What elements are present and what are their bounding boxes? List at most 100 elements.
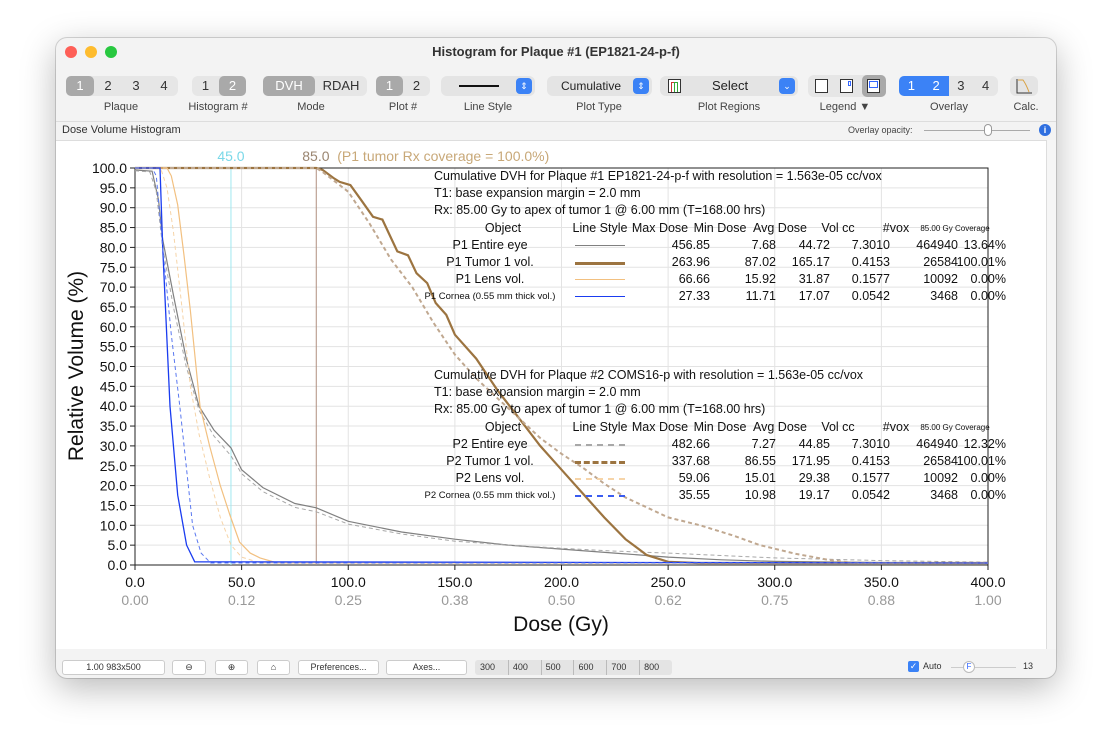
legend-avg-value: 44.72 [798, 238, 830, 252]
overlay-opacity-slider[interactable] [924, 124, 1030, 136]
scrollbar[interactable] [1046, 140, 1056, 649]
size-option-800[interactable]: 800 [639, 660, 672, 675]
line-style-popup[interactable]: ⇕ [441, 76, 535, 96]
size-option-300[interactable]: 300 [480, 662, 496, 672]
legend-object-name: P2 Lens vol. [455, 471, 525, 485]
legend-none-icon[interactable] [815, 79, 828, 93]
info-icon[interactable]: i [1039, 124, 1051, 136]
legend-rx: Rx: 85.00 Gy to apex of tumor 1 @ 6.00 m… [434, 203, 766, 217]
legend-avg-value: 31.87 [798, 272, 830, 286]
plaque-selector[interactable]: 1 2 3 4 [66, 76, 178, 96]
x-tick-label: 50.0 [228, 574, 255, 590]
legend-header: Avg Dose [753, 221, 807, 235]
preferences-button[interactable]: Preferences... [298, 660, 379, 675]
y-tick-label: 35.0 [100, 418, 127, 434]
chevron-down-icon: ⌄ [779, 78, 795, 94]
legend-max-value: 59.06 [678, 471, 710, 485]
histogram-option-2[interactable]: 2 [219, 76, 246, 96]
overlay-option-1[interactable]: 1 [899, 76, 924, 96]
slider-thumb[interactable] [984, 124, 992, 136]
plot-type-label: Plot Type [576, 101, 622, 113]
close-button[interactable] [65, 46, 77, 58]
y-tick-label: 15.0 [100, 497, 127, 513]
histogram-label: Histogram # [188, 101, 248, 113]
zoom-out-button[interactable]: ⊖ [172, 660, 206, 675]
legend-header: Object [484, 420, 522, 434]
legend-header: Min Dose [693, 420, 747, 434]
overlay-opacity-label: Overlay opacity: [848, 125, 913, 135]
legend-inside-icon[interactable] [840, 79, 853, 93]
plaque-option-3[interactable]: 3 [132, 78, 140, 93]
x-secondary-tick-label: 0.12 [228, 592, 255, 608]
plot-option-1[interactable]: 1 [376, 76, 403, 96]
legend-line-style-swatch [575, 262, 625, 265]
zoom-button[interactable] [105, 46, 117, 58]
zoom-out-icon: ⊖ [185, 662, 193, 672]
plaque-option-1[interactable]: 1 [66, 76, 94, 96]
legend-header: #vox [882, 221, 910, 235]
overlay-option-3[interactable]: 3 [957, 78, 965, 93]
legend-avg-value: 19.17 [798, 488, 830, 502]
legend-max-value: 263.96 [671, 255, 710, 269]
x-secondary-tick-label: 0.00 [121, 592, 148, 608]
histogram-selector[interactable]: 1 2 [192, 76, 246, 96]
auto-checkbox[interactable]: ✓ [908, 661, 919, 672]
legend-vox-value: 10092 [923, 272, 958, 286]
size-option-600[interactable]: 600 [573, 660, 606, 675]
size-option-500[interactable]: 500 [540, 660, 574, 675]
legend-selector[interactable] [808, 75, 886, 97]
legend-header: Max Dose [631, 221, 689, 235]
legend-label[interactable]: Legend ▼ [819, 101, 871, 113]
plaque-option-4[interactable]: 4 [160, 78, 168, 93]
y-tick-label: 100.0 [92, 160, 127, 176]
size-option-400[interactable]: 400 [507, 660, 541, 675]
legend-cov-value: 100.01% [956, 454, 1006, 468]
series-line-p2-lens-vol- [135, 167, 988, 564]
legend-max-value: 66.66 [678, 272, 710, 286]
legend-min-value: 7.27 [751, 437, 776, 451]
legend-line-style-swatch [575, 444, 625, 446]
mode-option-rdah[interactable]: RDAH [322, 78, 360, 93]
legend-line-style-swatch [575, 245, 625, 246]
calc-button[interactable] [1010, 76, 1038, 96]
legend-max-value: 35.55 [678, 488, 710, 502]
legend-vox-value: 464940 [916, 238, 958, 252]
legend-line-style-swatch [575, 478, 625, 480]
legend-avg-value: 171.95 [791, 454, 830, 468]
zoom-in-icon: ⊕ [227, 662, 236, 672]
window-title: Histogram for Plaque #1 (EP1821-24-p-f) [432, 44, 680, 59]
y-tick-label: 10.0 [100, 517, 127, 533]
mode-option-dvh[interactable]: DVH [263, 76, 315, 96]
legend-header: Avg Dose [753, 420, 807, 434]
font-size-slider[interactable]: F [951, 661, 1016, 673]
zoom-in-button[interactable]: ⊕ [215, 660, 248, 675]
legend-cov-value: 100.01% [956, 255, 1006, 269]
legend-vol-value: 7.3010 [851, 238, 890, 252]
plaque-option-2[interactable]: 2 [104, 78, 112, 93]
overlay-option-4[interactable]: 4 [982, 78, 990, 93]
mode-selector[interactable]: DVH RDAH [263, 76, 367, 96]
overlay-label: Overlay [930, 101, 968, 113]
plot-selector[interactable]: 1 2 [376, 76, 430, 96]
calc-label: Calc. [1013, 101, 1039, 113]
legend-below-icon[interactable] [862, 75, 886, 97]
legend-title: Cumulative DVH for Plaque #1 EP1821-24-p… [434, 169, 882, 183]
axes-button[interactable]: Axes... [386, 660, 467, 675]
legend-vol-value: 0.0542 [851, 289, 890, 303]
slider-thumb[interactable]: F [963, 661, 975, 673]
y-tick-label: 90.0 [100, 200, 127, 216]
histogram-option-1[interactable]: 1 [201, 78, 210, 93]
size-option-700[interactable]: 700 [606, 660, 639, 675]
size-selector[interactable]: 300 400 500 600 700 800 [475, 660, 672, 675]
font-size-value: 13 [1023, 661, 1034, 671]
minimize-button[interactable] [85, 46, 97, 58]
plot-type-popup[interactable]: Cumulative ⇕ [547, 76, 652, 96]
overlay-selector[interactable]: 1 2 3 4 [899, 76, 998, 96]
legend-title: Cumulative DVH for Plaque #2 COMS16-p wi… [434, 368, 864, 382]
plot-option-2[interactable]: 2 [412, 78, 421, 93]
home-button[interactable]: ⌂ [257, 660, 290, 675]
plot-regions-popup[interactable]: Select ⌄ [660, 76, 798, 96]
series-line-p2-cornea-0-55-mm-thick-vol- [135, 167, 988, 564]
legend-object-name: P1 Cornea (0.55 mm thick vol.) [424, 291, 556, 302]
overlay-option-2[interactable]: 2 [923, 76, 949, 96]
